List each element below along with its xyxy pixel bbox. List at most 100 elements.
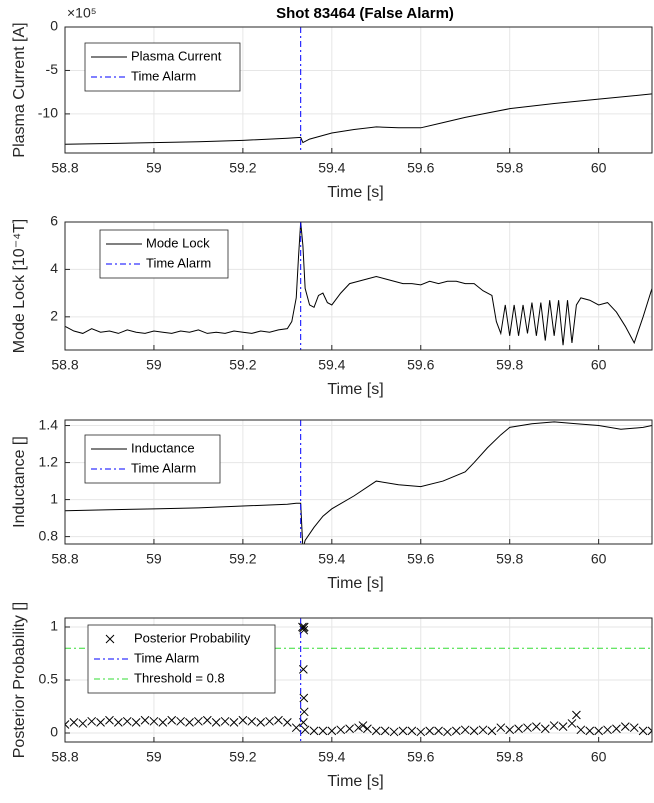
data-point — [371, 726, 381, 736]
legend-box — [99, 229, 229, 279]
data-point — [131, 718, 141, 727]
data-point — [540, 724, 550, 734]
data-point — [176, 716, 185, 726]
x-tick-label: 59 — [146, 357, 162, 373]
subplot: 58.8 59 59.2 59.4 59.6 59.8 60 0 0.5 1 Time [s] Pos… — [11, 602, 653, 790]
data-point — [425, 726, 435, 736]
plot-area — [65, 618, 652, 742]
data-point — [451, 726, 461, 736]
x-tick-label: 58.8 — [51, 551, 78, 567]
data-point — [532, 722, 541, 731]
legend-label: Time Alarm — [131, 68, 196, 83]
y-tick-label: 4 — [50, 260, 58, 276]
axes-box — [64, 221, 653, 351]
x-tick-label: 59.6 — [407, 357, 434, 373]
legend-label: Threshold = 0.8 — [134, 670, 225, 685]
data-point — [220, 716, 230, 726]
data-point — [282, 718, 292, 727]
x-tick-label: 59 — [146, 551, 162, 567]
data-point — [265, 716, 274, 726]
data-point — [309, 726, 319, 736]
y-exponent: ×10⁵ — [67, 5, 97, 21]
y-tick-label: 0.5 — [39, 671, 59, 687]
data-point — [247, 716, 257, 726]
x-tick-label: 59.2 — [229, 551, 256, 567]
data-point — [576, 725, 586, 735]
data-point — [345, 724, 354, 734]
x-tick-label: 59.4 — [318, 160, 345, 176]
subplot: 58.8 59 59.2 59.4 59.6 59.8 60 0.8 1 1.2 1.4 Time [… — [11, 416, 653, 592]
data-line — [65, 222, 652, 346]
x-tick-label: 59.4 — [318, 749, 345, 765]
x-tick-label: 59.8 — [496, 551, 523, 567]
data-point — [229, 718, 239, 727]
data-point — [327, 726, 337, 736]
x-tick-label: 59.8 — [496, 749, 523, 765]
data-point — [398, 726, 408, 736]
data-point — [416, 727, 426, 737]
data-point — [318, 726, 328, 736]
subplot: 58.8 59 59.2 59.4 59.6 59.8 60 -10 -5 0 Time [s] Pl… — [11, 5, 653, 201]
y-tick-label: 6 — [50, 213, 58, 229]
x-tick-label: 59.4 — [318, 357, 345, 373]
x-tick-label: 58.8 — [51, 749, 78, 765]
data-point — [585, 726, 595, 736]
legend-swatch — [105, 634, 115, 644]
data-point — [299, 665, 308, 674]
y-tick-label: -10 — [38, 105, 58, 121]
legend-box — [84, 434, 221, 484]
legend-label: Mode Lock — [146, 235, 210, 250]
x-tick-label: 59.6 — [407, 551, 434, 567]
axes-box — [64, 26, 653, 154]
legend-label: Posterior Probability — [134, 630, 251, 645]
data-point — [407, 726, 417, 736]
x-tick-label: 59.4 — [318, 551, 345, 567]
data-point — [460, 725, 470, 735]
legend-label: Inductance — [131, 440, 195, 455]
x-tick-label: 59.2 — [229, 749, 256, 765]
data-point — [299, 707, 309, 717]
data-point — [354, 723, 363, 733]
data-point — [105, 715, 114, 725]
plot-area — [65, 27, 652, 153]
data-line — [65, 93, 652, 145]
data-point — [443, 727, 452, 737]
y-tick-label: 1 — [50, 618, 58, 634]
legend-label: Plasma Current — [131, 48, 222, 63]
data-point — [96, 718, 105, 727]
plot-area — [65, 222, 652, 350]
x-axis-label: Time [s] — [327, 381, 383, 398]
y-tick-label: 1 — [50, 490, 58, 506]
data-point — [363, 724, 372, 734]
x-tick-label: 60 — [591, 551, 607, 567]
x-axis-label: Time [s] — [327, 184, 383, 201]
data-point — [594, 726, 603, 736]
data-point — [647, 726, 652, 736]
legend-box — [84, 42, 241, 92]
chart-title: Shot 83464 (False Alarm) — [276, 5, 454, 22]
subplot: 58.8 59 59.2 59.4 59.6 59.8 60 2 4 6 Time [s] Mode … — [11, 213, 653, 398]
data-point — [549, 721, 559, 730]
data-point — [299, 693, 309, 703]
x-tick-label: 60 — [591, 749, 607, 765]
x-axis-label: Time [s] — [327, 575, 383, 592]
data-point — [380, 726, 390, 736]
data-point — [358, 721, 368, 730]
data-point — [78, 719, 88, 728]
data-point — [256, 718, 266, 727]
data-point — [434, 726, 443, 736]
legend-box — [87, 624, 276, 694]
data-point — [211, 718, 221, 727]
x-tick-label: 59 — [146, 749, 162, 765]
data-point — [185, 718, 194, 727]
data-point — [87, 716, 97, 726]
data-point — [612, 724, 621, 734]
data-point — [65, 720, 70, 729]
data-point — [638, 726, 648, 736]
x-tick-label: 58.8 — [51, 357, 78, 373]
x-tick-label: 59 — [146, 160, 162, 176]
data-point — [149, 716, 159, 726]
y-axis-label: Mode Lock [10⁻⁴T] — [11, 219, 28, 354]
data-point — [158, 718, 168, 727]
